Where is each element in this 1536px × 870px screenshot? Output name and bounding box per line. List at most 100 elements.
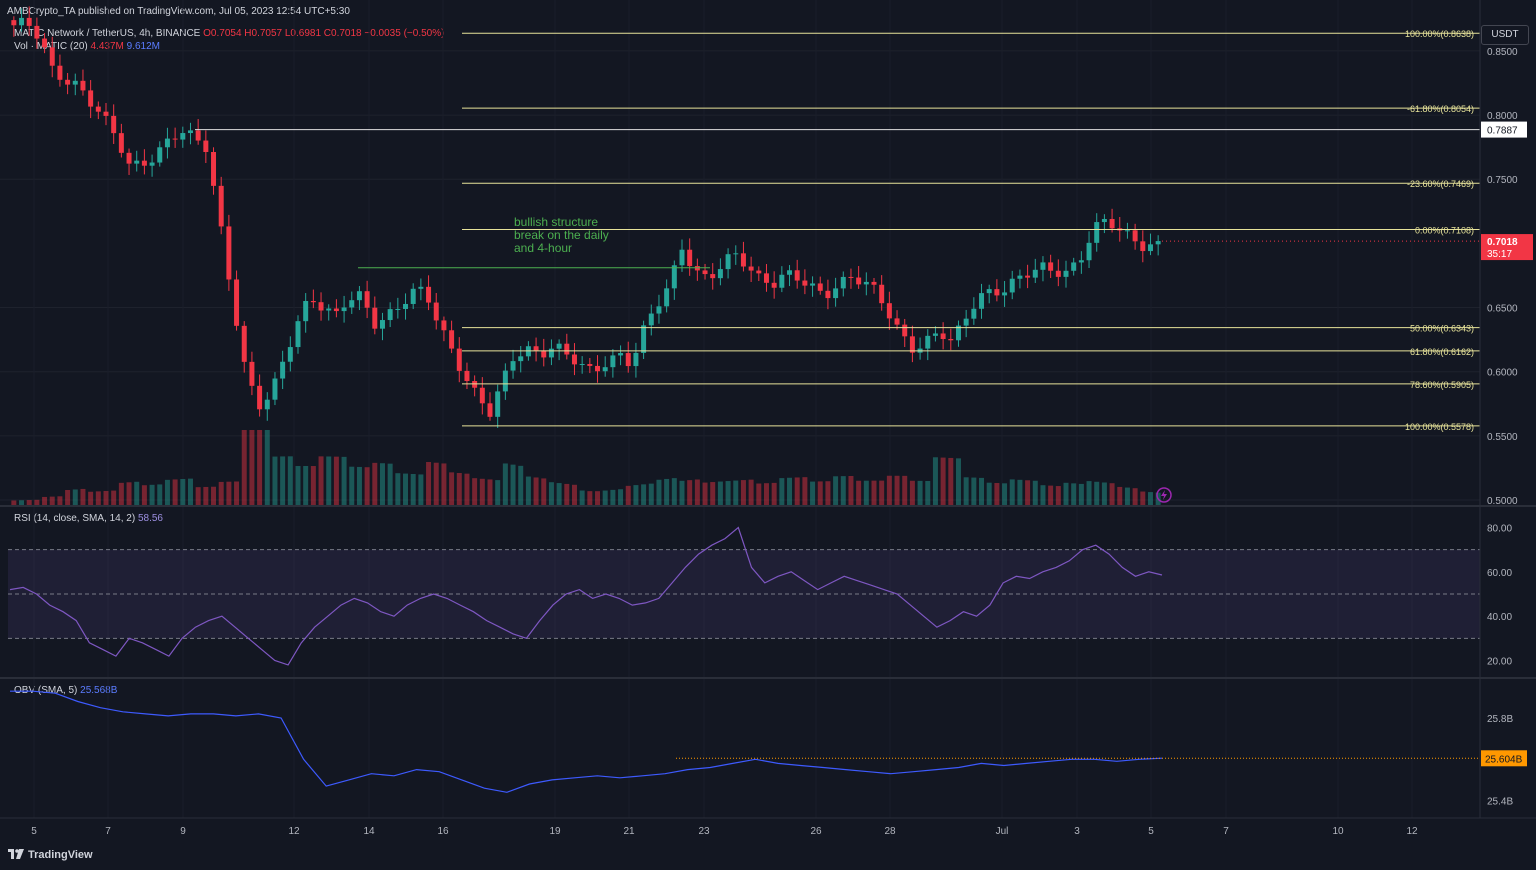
volume-bar bbox=[42, 496, 48, 505]
candle-body bbox=[510, 361, 516, 371]
fib-level-label: 100.00%(0.8638) bbox=[1405, 29, 1474, 39]
candle-body bbox=[564, 343, 570, 355]
volume-bar bbox=[541, 478, 547, 505]
replay-icon[interactable] bbox=[1156, 487, 1172, 503]
candle-body bbox=[57, 65, 63, 80]
candle-body bbox=[195, 130, 201, 141]
candle-body bbox=[863, 281, 869, 285]
obv-value: 25.568B bbox=[80, 685, 118, 696]
annotation-line-3: and 4-hour bbox=[514, 241, 572, 255]
price-tick-label: 0.6000 bbox=[1487, 368, 1518, 379]
volume-bar bbox=[902, 475, 908, 505]
volume-bar bbox=[172, 479, 178, 505]
volume-bar bbox=[11, 500, 17, 505]
candle-body bbox=[940, 333, 946, 340]
volume-bar bbox=[72, 489, 78, 505]
volume-bar bbox=[717, 481, 723, 505]
volume-bar bbox=[771, 482, 777, 505]
volume-title[interactable]: Vol · MATIC (20) bbox=[14, 41, 88, 52]
candle-body bbox=[733, 253, 739, 255]
volume-bar bbox=[810, 481, 816, 505]
price-tick-label: 0.5500 bbox=[1487, 432, 1518, 443]
candle-body bbox=[449, 330, 455, 349]
candle-body bbox=[118, 133, 124, 153]
candle-body bbox=[218, 185, 224, 227]
volume-bar bbox=[441, 463, 447, 505]
volume-bar bbox=[118, 482, 124, 505]
candle-body bbox=[625, 353, 631, 367]
volume-bar bbox=[26, 500, 32, 505]
volume-bar bbox=[364, 467, 370, 505]
volume-bar bbox=[349, 466, 355, 505]
candle-body bbox=[794, 270, 800, 281]
volume-bar bbox=[126, 482, 132, 505]
candle-body bbox=[364, 291, 370, 308]
fib-level-label: 78.60%(0.5905) bbox=[1410, 380, 1474, 390]
volume-bar bbox=[111, 490, 117, 505]
candle-body bbox=[932, 333, 938, 336]
candle-body bbox=[310, 301, 316, 303]
candle-body bbox=[664, 288, 670, 307]
volume-bar bbox=[979, 477, 985, 505]
candle-body bbox=[303, 301, 309, 322]
time-tick-label: 9 bbox=[180, 826, 186, 837]
time-tick-label: 26 bbox=[810, 826, 822, 837]
volume-bar bbox=[218, 481, 224, 505]
symbol-title[interactable]: MATIC Network / TetherUS, 4h, BINANCE bbox=[14, 28, 201, 39]
time-tick-label: 28 bbox=[884, 826, 896, 837]
volume-bar bbox=[756, 483, 762, 505]
candle-body bbox=[111, 115, 117, 134]
volume-legend: Vol · MATIC (20) 4.437M 9.612M bbox=[14, 41, 160, 52]
volume-bar bbox=[372, 462, 378, 505]
brand-label: TradingView bbox=[28, 849, 93, 861]
volume-bar bbox=[525, 476, 531, 505]
candle-body bbox=[1078, 260, 1084, 263]
annotation-line-1: bullish structure bbox=[514, 215, 598, 229]
time-tick-label: 3 bbox=[1074, 826, 1080, 837]
candle-body bbox=[88, 90, 94, 107]
fib-level-label: 61.80%(0.6162) bbox=[1410, 347, 1474, 357]
time-tick-label: 23 bbox=[698, 826, 710, 837]
candle-body bbox=[187, 130, 193, 134]
rsi-title[interactable]: RSI (14, close, SMA, 14, 2) bbox=[14, 513, 136, 524]
candle-body bbox=[971, 308, 977, 319]
candle-body bbox=[410, 288, 416, 304]
volume-bar bbox=[149, 484, 155, 505]
candle-body bbox=[349, 300, 355, 308]
time-tick-label: 16 bbox=[437, 826, 449, 837]
volume-bar bbox=[1124, 487, 1130, 505]
candle-body bbox=[241, 325, 247, 362]
volume-bar bbox=[871, 480, 877, 505]
fib-level-label: -61.80%(0.8054) bbox=[1407, 104, 1474, 114]
fib-level-label: 0.00%(0.7108) bbox=[1415, 226, 1474, 236]
candle-body bbox=[856, 277, 862, 285]
candle-body bbox=[103, 111, 109, 116]
time-tick-label: 21 bbox=[623, 826, 635, 837]
volume-bar bbox=[433, 462, 439, 505]
candle-body bbox=[72, 80, 78, 85]
candle-body bbox=[1002, 292, 1008, 296]
price-tick-label: 0.6500 bbox=[1487, 304, 1518, 315]
currency-button[interactable]: USDT bbox=[1481, 25, 1529, 45]
volume-bar bbox=[257, 430, 263, 505]
candle-body bbox=[42, 38, 48, 48]
volume-bar bbox=[280, 456, 286, 505]
tradingview-logo[interactable]: TradingView bbox=[8, 849, 93, 861]
volume-bar bbox=[241, 430, 247, 505]
candle-body bbox=[702, 270, 708, 275]
volume-bar bbox=[733, 480, 739, 505]
volume-bar bbox=[633, 485, 639, 505]
candle-body bbox=[1040, 262, 1046, 270]
volume-bar bbox=[848, 476, 854, 505]
obv-value-box bbox=[1481, 750, 1527, 767]
obv-title[interactable]: OBV (SMA, 5) bbox=[14, 685, 78, 696]
volume-bar bbox=[817, 481, 823, 505]
candle-body bbox=[710, 274, 716, 279]
candle-body bbox=[211, 151, 217, 186]
candle-body bbox=[994, 289, 1000, 296]
candle-body bbox=[717, 269, 723, 279]
volume-bar bbox=[1109, 483, 1115, 505]
volume-bar bbox=[579, 490, 585, 505]
candle-body bbox=[318, 302, 324, 311]
